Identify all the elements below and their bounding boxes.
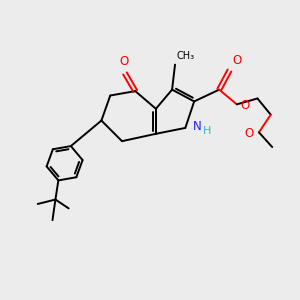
Text: O: O: [119, 55, 128, 68]
Text: O: O: [232, 54, 242, 67]
Text: N: N: [193, 120, 201, 133]
Text: CH₃: CH₃: [176, 51, 195, 61]
Text: H: H: [202, 126, 211, 136]
Text: O: O: [240, 99, 250, 112]
Text: O: O: [244, 127, 253, 140]
